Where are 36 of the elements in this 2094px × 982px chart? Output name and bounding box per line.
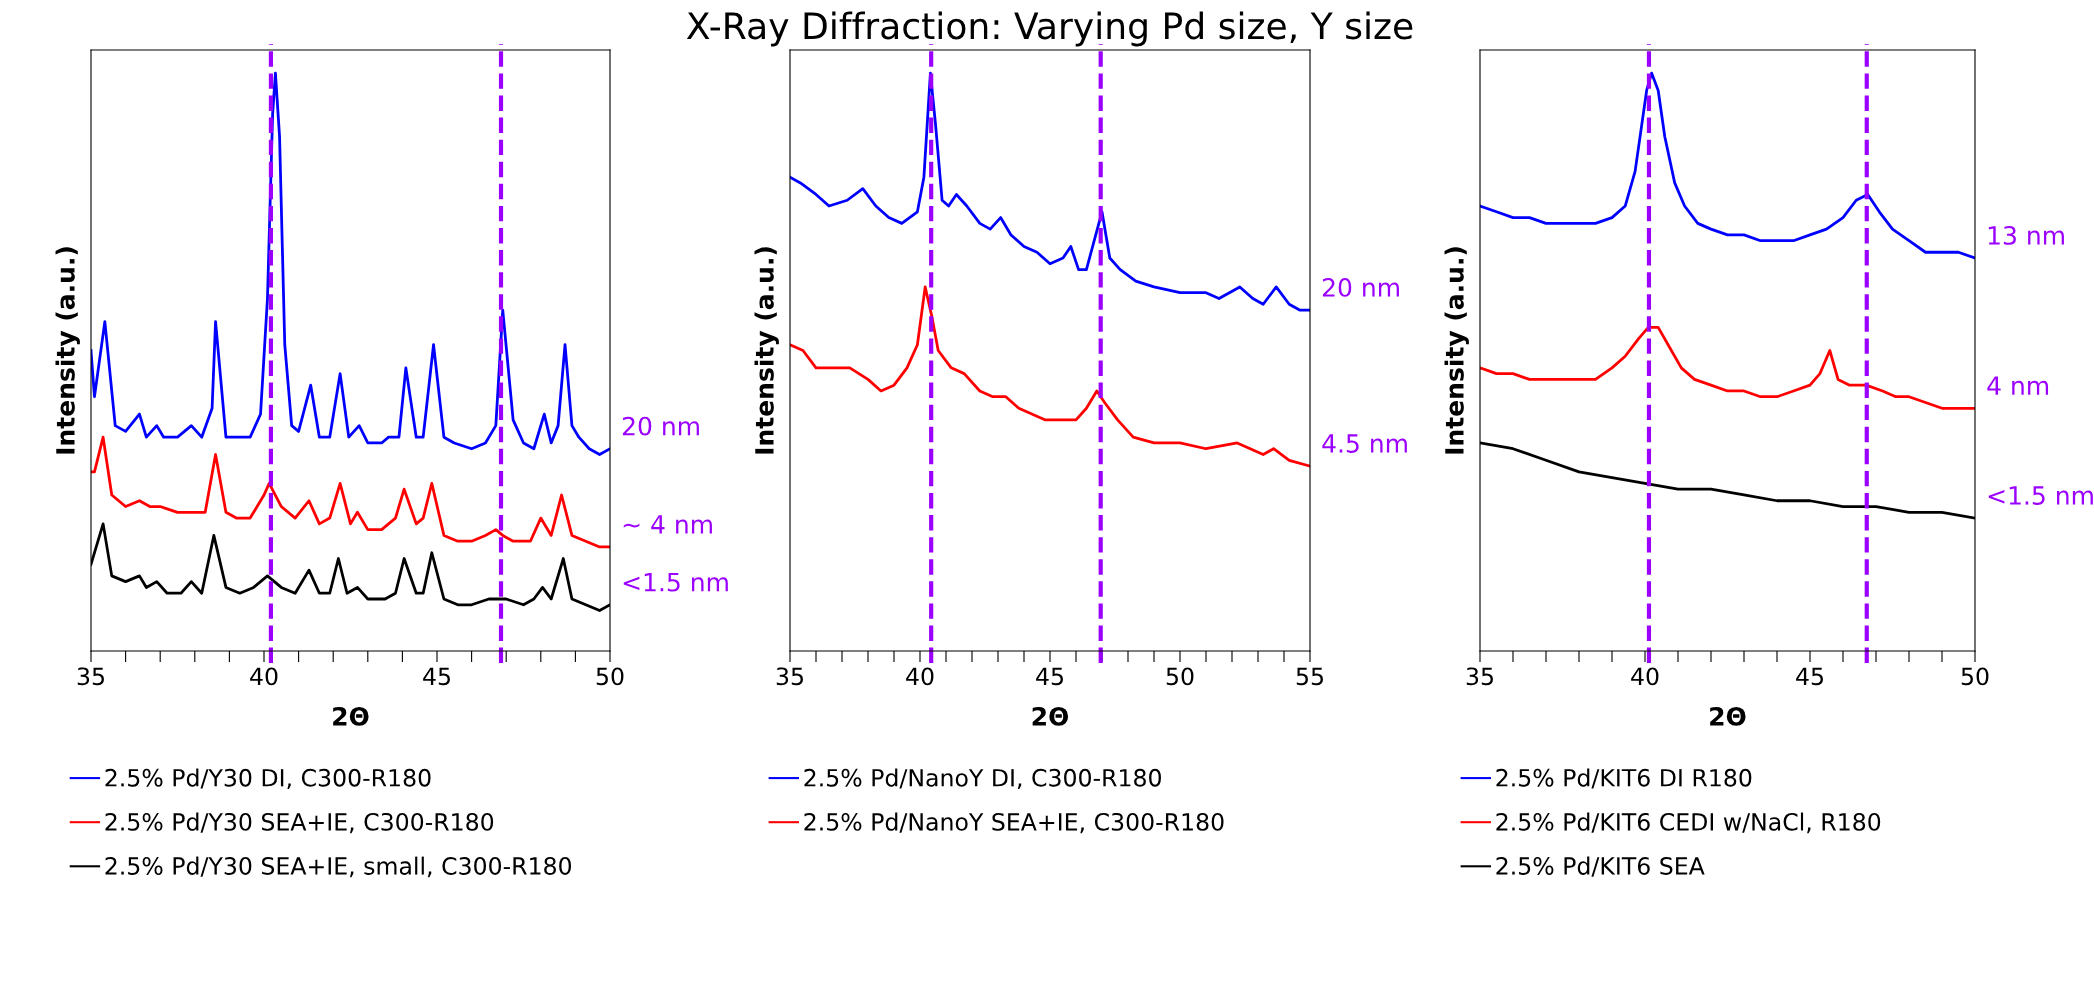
text: 13 nm xyxy=(1988,225,2064,245)
text: <1.5 nm xyxy=(623,573,728,592)
legend-label: 2.5% Pd/KIT6 DI R180 xyxy=(1496,768,1752,789)
y-axis-title: Intensity (a.u.) xyxy=(754,247,779,454)
text: <1.5 nm xyxy=(1988,486,2093,505)
text: 4 nm xyxy=(1987,376,2049,395)
x-tick-label: 45 xyxy=(1796,667,1823,686)
legend-label: 2.5% Pd/KIT6 SEA xyxy=(1496,856,1705,877)
x-tick-label: 45 xyxy=(1036,667,1063,686)
text: 4.5 nm xyxy=(1322,434,1407,453)
x-axis-title: 2Θ xyxy=(1710,706,1746,726)
y-axis-title: Intensity (a.u.) xyxy=(55,247,80,454)
x-tick-label: 40 xyxy=(250,667,278,686)
text: 20 nm xyxy=(1322,277,1399,297)
x-tick-label: 35 xyxy=(1466,667,1493,686)
chart-title: X-Ray Diffraction: Varying Pd size, Y size xyxy=(686,11,1413,47)
x-tick-label: 35 xyxy=(776,667,803,686)
legend-label: 2.5% Pd/Y30 SEA+IE, small, C300-R180 xyxy=(105,856,572,878)
text: 20 nm xyxy=(622,416,699,436)
x-tick-label: 35 xyxy=(77,667,104,686)
x-tick-label: 50 xyxy=(1961,667,1989,686)
x-tick-label: 45 xyxy=(423,667,450,686)
legend-label: 2.5% Pd/Y30 DI, C300-R180 xyxy=(105,768,431,790)
text: ~ 4 nm xyxy=(623,515,712,534)
x-tick-label: 50 xyxy=(1166,667,1194,686)
x-axis-title: 2Θ xyxy=(333,706,369,726)
legend-label: 2.5% Pd/NanoY DI, C300-R180 xyxy=(804,768,1161,790)
x-tick-label: 55 xyxy=(1296,667,1323,686)
legend-label: 2.5% Pd/Y30 SEA+IE, C300-R180 xyxy=(105,812,494,834)
x-tick-label: 40 xyxy=(906,667,934,686)
x-tick-label: 50 xyxy=(596,667,624,686)
y-axis-title: Intensity (a.u.) xyxy=(1444,247,1469,454)
x-axis-title: 2Θ xyxy=(1032,706,1069,726)
x-tick-label: 40 xyxy=(1631,667,1659,686)
legend-label: 2.5% Pd/NanoY SEA+IE, C300-R180 xyxy=(804,812,1224,834)
legend-label: 2.5% Pd/KIT6 CEDI w/NaCl, R180 xyxy=(1496,812,1881,834)
